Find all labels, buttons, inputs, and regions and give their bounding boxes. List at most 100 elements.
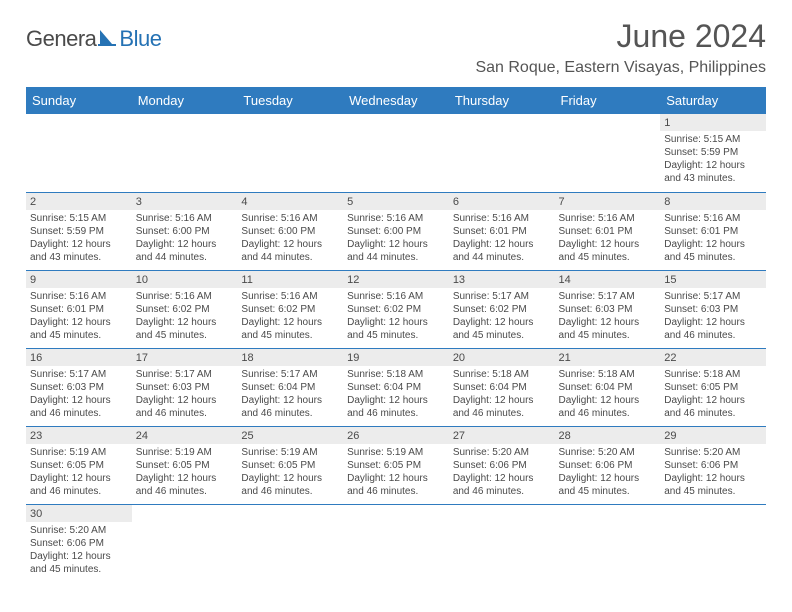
calendar-cell: 2Sunrise: 5:15 AMSunset: 5:59 PMDaylight… — [26, 192, 132, 270]
sunrise-line: Sunrise: 5:16 AM — [241, 212, 339, 225]
calendar-cell: 10Sunrise: 5:16 AMSunset: 6:02 PMDayligh… — [132, 270, 238, 348]
day-number: 25 — [237, 427, 343, 444]
sunrise-line: Sunrise: 5:16 AM — [241, 290, 339, 303]
sunrise-line: Sunrise: 5:16 AM — [347, 212, 445, 225]
sunrise-line: Sunrise: 5:16 AM — [664, 212, 762, 225]
calendar-cell — [449, 114, 555, 192]
calendar-cell — [132, 114, 238, 192]
calendar-cell — [26, 114, 132, 192]
calendar-cell — [343, 114, 449, 192]
daylight-line: Daylight: 12 hours and 43 minutes. — [30, 238, 128, 264]
calendar-cell: 16Sunrise: 5:17 AMSunset: 6:03 PMDayligh… — [26, 348, 132, 426]
calendar-cell: 4Sunrise: 5:16 AMSunset: 6:00 PMDaylight… — [237, 192, 343, 270]
daylight-line: Daylight: 12 hours and 46 minutes. — [241, 472, 339, 498]
day-number: 24 — [132, 427, 238, 444]
sunset-line: Sunset: 6:06 PM — [453, 459, 551, 472]
calendar-cell: 9Sunrise: 5:16 AMSunset: 6:01 PMDaylight… — [26, 270, 132, 348]
calendar-cell: 23Sunrise: 5:19 AMSunset: 6:05 PMDayligh… — [26, 426, 132, 504]
calendar-cell — [343, 504, 449, 582]
day-number: 17 — [132, 349, 238, 366]
daylight-line: Daylight: 12 hours and 45 minutes. — [30, 316, 128, 342]
calendar-cell: 24 Sunrise: 5:19 AMSunset: 6:05 PMDayligh… — [132, 426, 238, 504]
daylight-line: Daylight: 12 hours and 45 minutes. — [453, 316, 551, 342]
calendar-cell: 11Sunrise: 5:16 AMSunset: 6:02 PMDayligh… — [237, 270, 343, 348]
sunset-line: Sunset: 6:03 PM — [664, 303, 762, 316]
calendar-cell: 28Sunrise: 5:20 AMSunset: 6:06 PMDayligh… — [555, 426, 661, 504]
daylight-line: Daylight: 12 hours and 46 minutes. — [136, 394, 234, 420]
sunset-line: Sunset: 6:00 PM — [241, 225, 339, 238]
sunrise-line: Sunrise: 5:17 AM — [559, 290, 657, 303]
sunrise-line: Sunrise: 5:17 AM — [664, 290, 762, 303]
day-number: 20 — [449, 349, 555, 366]
sunrise-line: Sunrise: 5:20 AM — [559, 446, 657, 459]
sunrise-line: Sunrise: 5:20 AM — [30, 524, 128, 537]
daylight-line: Daylight: 12 hours and 46 minutes. — [30, 394, 128, 420]
day-number: 14 — [555, 271, 661, 288]
calendar-cell: 29Sunrise: 5:20 AMSunset: 6:06 PMDayligh… — [660, 426, 766, 504]
day-number: 26 — [343, 427, 449, 444]
sunrise-line: Sunrise: 5:19 AM — [30, 446, 128, 459]
day-number: 29 — [660, 427, 766, 444]
day-number: 10 — [132, 271, 238, 288]
calendar-cell: 13Sunrise: 5:17 AMSunset: 6:02 PMDayligh… — [449, 270, 555, 348]
sunset-line: Sunset: 5:59 PM — [664, 146, 762, 159]
weekday-header: Thursday — [449, 87, 555, 114]
daylight-line: Daylight: 12 hours and 44 minutes. — [136, 238, 234, 264]
sunrise-line: Sunrise: 5:18 AM — [347, 368, 445, 381]
sunrise-line: Sunrise: 5:17 AM — [453, 290, 551, 303]
sunrise-line: Sunrise: 5:16 AM — [453, 212, 551, 225]
sunrise-line: Sunrise: 5:17 AM — [241, 368, 339, 381]
calendar-cell: 8Sunrise: 5:16 AMSunset: 6:01 PMDaylight… — [660, 192, 766, 270]
daylight-line: Daylight: 12 hours and 46 minutes. — [664, 316, 762, 342]
day-number: 18 — [237, 349, 343, 366]
sunset-line: Sunset: 6:05 PM — [347, 459, 445, 472]
sunrise-line: Sunrise: 5:18 AM — [559, 368, 657, 381]
calendar-cell: 22Sunrise: 5:18 AMSunset: 6:05 PMDayligh… — [660, 348, 766, 426]
day-number: 28 — [555, 427, 661, 444]
calendar-cell: 20Sunrise: 5:18 AMSunset: 6:04 PMDayligh… — [449, 348, 555, 426]
day-number: 21 — [555, 349, 661, 366]
sail-icon — [98, 28, 118, 51]
sunset-line: Sunset: 6:02 PM — [136, 303, 234, 316]
sunset-line: Sunset: 5:59 PM — [30, 225, 128, 238]
calendar-cell: 27Sunrise: 5:20 AMSunset: 6:06 PMDayligh… — [449, 426, 555, 504]
daylight-line: Daylight: 12 hours and 46 minutes. — [453, 472, 551, 498]
calendar-cell — [660, 504, 766, 582]
sunset-line: Sunset: 6:05 PM — [136, 459, 234, 472]
calendar-cell: 19Sunrise: 5:18 AMSunset: 6:04 PMDayligh… — [343, 348, 449, 426]
sunset-line: Sunset: 6:04 PM — [453, 381, 551, 394]
brand-logo: GeneraBlue — [26, 18, 161, 52]
brand-part2: Blue — [119, 26, 161, 52]
sunrise-line: Sunrise: 5:17 AM — [136, 368, 234, 381]
calendar-cell: 7Sunrise: 5:16 AMSunset: 6:01 PMDaylight… — [555, 192, 661, 270]
sunrise-line: Sunrise: 5:20 AM — [664, 446, 762, 459]
calendar-cell: 25Sunrise: 5:19 AMSunset: 6:05 PMDayligh… — [237, 426, 343, 504]
day-number: 8 — [660, 193, 766, 210]
day-number: 4 — [237, 193, 343, 210]
daylight-line: Daylight: 12 hours and 45 minutes. — [664, 238, 762, 264]
daylight-line: Daylight: 12 hours and 46 minutes. — [347, 394, 445, 420]
sunrise-line: Sunrise: 5:18 AM — [664, 368, 762, 381]
day-number: 22 — [660, 349, 766, 366]
sunset-line: Sunset: 6:04 PM — [347, 381, 445, 394]
sunset-line: Sunset: 6:06 PM — [30, 537, 128, 550]
sunset-line: Sunset: 6:03 PM — [559, 303, 657, 316]
day-number: 7 — [555, 193, 661, 210]
daylight-line: Daylight: 12 hours and 46 minutes. — [664, 394, 762, 420]
sunset-line: Sunset: 6:04 PM — [559, 381, 657, 394]
sunrise-line: Sunrise: 5:15 AM — [664, 133, 762, 146]
calendar-cell — [237, 114, 343, 192]
sunrise-line: Sunrise: 5:19 AM — [136, 446, 234, 459]
calendar-cell: 30Sunrise: 5:20 AMSunset: 6:06 PMDayligh… — [26, 504, 132, 582]
calendar-cell: 12Sunrise: 5:16 AMSunset: 6:02 PMDayligh… — [343, 270, 449, 348]
day-number: 5 — [343, 193, 449, 210]
daylight-line: Daylight: 12 hours and 45 minutes. — [241, 316, 339, 342]
calendar-cell: 18Sunrise: 5:17 AMSunset: 6:04 PMDayligh… — [237, 348, 343, 426]
sunset-line: Sunset: 6:00 PM — [136, 225, 234, 238]
weekday-header: Friday — [555, 87, 661, 114]
daylight-line: Daylight: 12 hours and 46 minutes. — [136, 472, 234, 498]
day-number: 11 — [237, 271, 343, 288]
daylight-line: Daylight: 12 hours and 45 minutes. — [347, 316, 445, 342]
sunrise-line: Sunrise: 5:16 AM — [136, 290, 234, 303]
daylight-line: Daylight: 12 hours and 46 minutes. — [453, 394, 551, 420]
